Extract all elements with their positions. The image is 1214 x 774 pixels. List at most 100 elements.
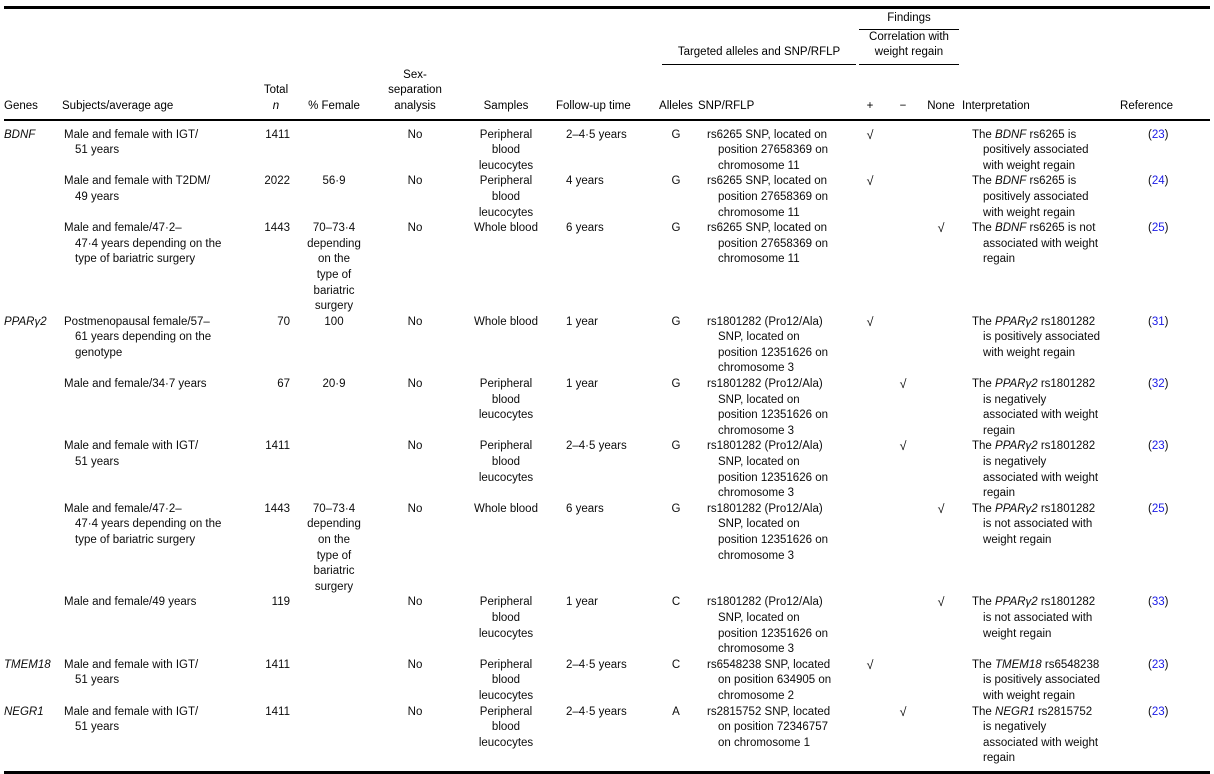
col-header-samples: Samples	[458, 64, 556, 121]
cell-finding-negative	[886, 174, 922, 221]
cell-finding-positive	[856, 439, 886, 501]
cell-snp-rflp: rs6265 SNP, located on position 27658369…	[707, 175, 828, 219]
cell-total-n: 1411	[265, 658, 290, 671]
cell-interpretation: The BDNF rs6265 is positively associated…	[972, 175, 1089, 219]
reference-link[interactable]: 31	[1151, 315, 1165, 328]
col-header-reference: Reference	[1120, 64, 1211, 121]
col-header-sex-separation: Sex- separation analysis	[374, 64, 458, 121]
cell-finding-positive: √	[856, 174, 886, 221]
table-body: BDNF Male and female with IGT/ 51 years …	[4, 120, 1210, 773]
cell-reference: (24)	[1148, 175, 1169, 188]
cell-finding-none	[922, 658, 962, 705]
genes-weight-regain-table: Findings Targeted alleles and SNP/RFLP C…	[4, 6, 1211, 774]
checkmark-icon: √	[899, 439, 907, 454]
cell-samples: Whole blood	[474, 315, 538, 328]
cell-finding-negative	[886, 595, 922, 657]
cell-snp-rflp: rs6265 SNP, located on position 27658369…	[707, 222, 828, 266]
cell-allele: G	[671, 440, 681, 453]
reference-link[interactable]: 24	[1151, 175, 1165, 188]
cell-followup-time: 4 years	[566, 175, 604, 188]
cell-gene	[4, 174, 62, 221]
cell-finding-none: √	[922, 502, 962, 596]
cell-total-n: 1443	[264, 222, 290, 235]
cell-gene	[4, 221, 62, 315]
reference-link[interactable]: 32	[1151, 378, 1165, 391]
cell-allele: G	[671, 378, 681, 391]
cell-followup-time: 2–4·5 years	[566, 658, 627, 671]
header-spacer	[962, 8, 1210, 30]
cell-sex-separation: No	[407, 596, 423, 609]
cell-allele: G	[671, 315, 681, 328]
interpretation-gene-name: PPARγ2	[995, 596, 1038, 609]
interpretation-gene-name: BDNF	[995, 128, 1027, 141]
cell-percent-female: 70–73·4 depending on the type of bariatr…	[307, 222, 361, 313]
cell-samples: Peripheral blood leucocytes	[478, 705, 534, 749]
cell-gene: NEGR1	[4, 705, 44, 718]
cell-total-n: 1411	[265, 128, 290, 141]
cell-snp-rflp: rs1801282 (Pro12/Ala) SNP, located on po…	[707, 315, 828, 375]
interpretation-gene-name: BDNF	[995, 175, 1027, 188]
reference-link[interactable]: 23	[1151, 658, 1165, 671]
cell-finding-negative: √	[886, 705, 922, 773]
cell-sex-separation: No	[407, 658, 423, 671]
cell-snp-rflp: rs1801282 (Pro12/Ala) SNP, located on po…	[707, 596, 828, 656]
col-header-positive: +	[856, 64, 886, 121]
cell-snp-rflp: rs6265 SNP, located on position 27658369…	[707, 128, 828, 172]
table-row: Male and female/47·2– 47·4 years dependi…	[4, 221, 1210, 315]
findings-label: Findings	[887, 12, 931, 24]
checkmark-icon: √	[937, 221, 945, 236]
reference-link[interactable]: 33	[1151, 596, 1165, 609]
cell-followup-time: 1 year	[566, 596, 598, 609]
cell-snp-rflp: rs1801282 (Pro12/Ala) SNP, located on po…	[707, 440, 828, 500]
cell-followup-time: 1 year	[566, 378, 598, 391]
reference-link[interactable]: 23	[1151, 705, 1165, 718]
cell-percent-female: 70–73·4 depending on the type of bariatr…	[307, 502, 361, 593]
cell-gene	[4, 377, 62, 439]
cell-finding-positive: √	[856, 658, 886, 705]
reference-link[interactable]: 23	[1151, 128, 1165, 141]
cell-finding-positive	[856, 377, 886, 439]
interpretation-gene-name: TMEM18	[995, 658, 1042, 671]
findings-group-header: Findings	[856, 8, 962, 30]
cell-samples: Peripheral blood leucocytes	[478, 596, 534, 640]
cell-finding-negative	[886, 502, 922, 596]
cell-reference: (23)	[1148, 440, 1169, 453]
table-row: BDNF Male and female with IGT/ 51 years …	[4, 120, 1210, 175]
cell-interpretation: The PPARγ2 rs1801282 is negatively assoc…	[972, 378, 1099, 437]
cell-finding-none	[922, 439, 962, 501]
cell-gene: TMEM18	[4, 658, 51, 671]
table-header: Findings Targeted alleles and SNP/RFLP C…	[4, 8, 1211, 121]
col-header-percent-female: % Female	[296, 64, 374, 121]
cell-finding-negative	[886, 120, 922, 175]
cell-finding-negative: √	[886, 439, 922, 501]
cell-sex-separation: No	[407, 502, 423, 515]
cell-followup-time: 1 year	[566, 315, 598, 328]
cell-gene	[4, 439, 62, 501]
header-spacer	[4, 8, 856, 30]
cell-followup-time: 2–4·5 years	[566, 705, 627, 718]
cell-reference: (25)	[1148, 222, 1169, 235]
correlation-group-header: Correlation with weight regain	[856, 30, 962, 65]
cell-finding-none	[922, 174, 962, 221]
cell-gene	[4, 502, 62, 596]
table-row: NEGR1 Male and female with IGT/ 51 years…	[4, 705, 1210, 773]
cell-percent-female	[296, 439, 374, 501]
cell-finding-positive: √	[856, 315, 886, 377]
cell-total-n: 70	[277, 315, 290, 328]
cell-total-n: 1411	[265, 705, 290, 718]
cell-reference: (31)	[1148, 315, 1169, 328]
cell-samples: Peripheral blood leucocytes	[478, 378, 534, 422]
cell-finding-positive: √	[856, 120, 886, 175]
cell-finding-negative	[886, 315, 922, 377]
cell-samples: Whole blood	[474, 502, 538, 515]
cell-subjects: Male and female with IGT/ 51 years	[64, 440, 199, 469]
cell-subjects: Male and female/49 years	[64, 596, 197, 609]
reference-link[interactable]: 23	[1151, 440, 1165, 453]
checkmark-icon: √	[899, 377, 907, 392]
cell-interpretation: The PPARγ2 rs1801282 is positively assoc…	[972, 315, 1100, 359]
reference-link[interactable]: 25	[1151, 222, 1165, 235]
cell-percent-female	[296, 658, 374, 705]
reference-link[interactable]: 25	[1151, 502, 1165, 515]
cell-followup-time: 2–4·5 years	[566, 128, 627, 141]
cell-finding-none: √	[922, 221, 962, 315]
